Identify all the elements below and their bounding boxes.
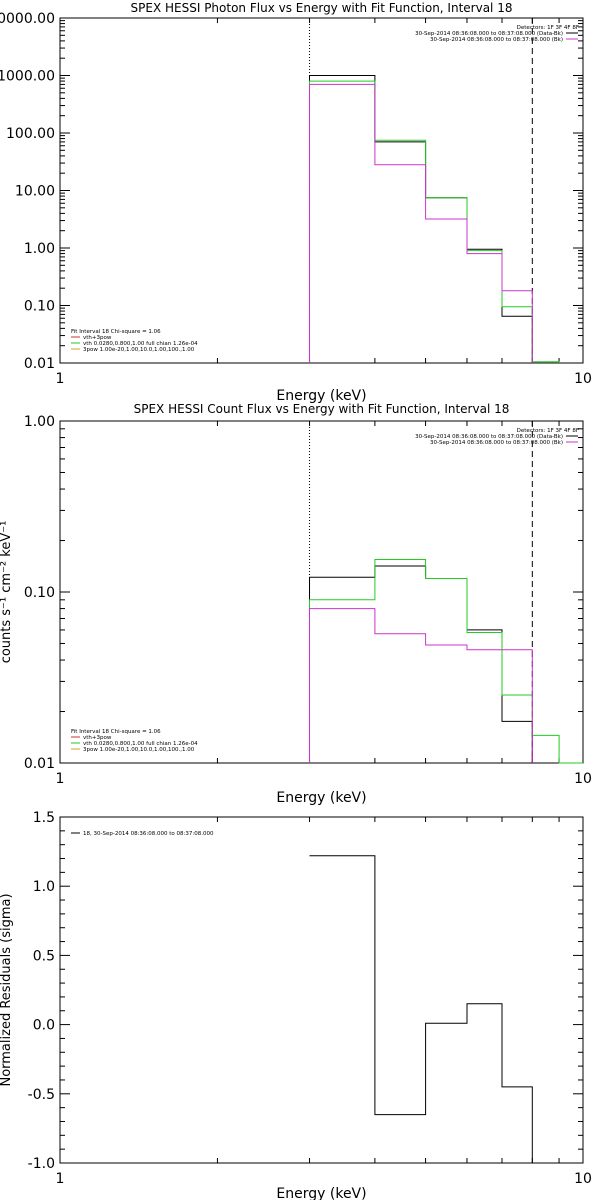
legend-entry: vth 0.0280,0.800,1.00 full chian 1.26e-0… bbox=[83, 341, 198, 347]
y-tick-label: 1.0 bbox=[33, 879, 55, 895]
legend-header: Fit Interval 18 Chi-square = 1.06 bbox=[71, 329, 161, 335]
y-tick-label: -1.0 bbox=[28, 1156, 55, 1172]
legend-entry: vth 0.0280,0.800,1.00 full chian 1.26e-0… bbox=[83, 741, 198, 747]
series-1-step-line bbox=[309, 75, 533, 363]
y-tick-label: 10.00 bbox=[15, 184, 55, 200]
series-3-step-line bbox=[309, 608, 533, 763]
y-tick-label: 0.10 bbox=[24, 299, 55, 315]
legend-entry: 30-Sep-2014 08:36:08.000 to 08:37:08.000… bbox=[430, 440, 563, 446]
legend-entry: 3pow 1.00e-20,1.00,10.0,1.00,100.,1.00 bbox=[83, 347, 195, 353]
legend-entry: 3pow 1.00e-20,1.00,10.0,1.00,100.,1.00 bbox=[83, 747, 195, 753]
x-tick-label: 10 bbox=[574, 1171, 592, 1187]
legend-entry: 30-Sep-2014 08:36:08.000 to 08:37:08.000… bbox=[415, 31, 563, 37]
legend-top-left: 18, 30-Sep-2014 08:36:08.000 to 08:37:08… bbox=[71, 831, 214, 837]
legend-header: Fit Interval 18 Chi-square = 1.06 bbox=[71, 729, 161, 735]
y-axis-label: counts s⁻¹ cm⁻² keV⁻¹ bbox=[0, 521, 14, 664]
y-tick-label: 100.00 bbox=[6, 126, 55, 142]
y-tick-label: 0.5 bbox=[33, 948, 55, 964]
legend-entry: 18, 30-Sep-2014 08:36:08.000 to 08:37:08… bbox=[83, 831, 214, 837]
legend-entry: vth+3pow bbox=[83, 335, 112, 341]
legend-entry: 30-Sep-2014 08:36:08.000 to 08:37:08.000… bbox=[430, 37, 563, 43]
plot-frame bbox=[59, 816, 584, 1164]
plot-frame bbox=[59, 17, 584, 364]
series-3-step-line bbox=[309, 83, 533, 363]
series-1-step-line bbox=[309, 565, 533, 763]
plot-frame bbox=[59, 420, 584, 764]
y-tick-label: 0.01 bbox=[24, 756, 55, 772]
legend-bottom-left: Fit Interval 18 Chi-square = 1.06vth+3po… bbox=[71, 729, 198, 753]
legend-header: Detectors: 1F 3F 4F 8F bbox=[517, 428, 579, 434]
y-tick-label: 0.10 bbox=[24, 585, 55, 601]
x-tick-label: 1 bbox=[56, 1171, 65, 1187]
y-tick-label: 1.5 bbox=[33, 810, 55, 826]
legend-entry: 30-Sep-2014 08:36:08.000 to 08:37:08.000… bbox=[415, 434, 563, 440]
y-tick-label: 1.00 bbox=[24, 241, 55, 257]
chart-title: SPEX HESSI Count Flux vs Energy with Fit… bbox=[134, 402, 510, 416]
y-tick-label: 10000.00 bbox=[0, 11, 55, 27]
y-tick-label: 1000.00 bbox=[0, 69, 55, 85]
chart-2: SPEX HESSI Count Flux vs Energy with Fit… bbox=[0, 402, 592, 806]
series-2-step-line bbox=[309, 559, 583, 764]
y-axis-label: Normalized Residuals (sigma) bbox=[0, 893, 14, 1086]
chart-title: SPEX HESSI Photon Flux vs Energy with Fi… bbox=[131, 1, 513, 15]
y-tick-label: 0.01 bbox=[24, 356, 55, 372]
x-tick-label: 10 bbox=[574, 771, 592, 787]
x-tick-label: 1 bbox=[56, 371, 65, 387]
legend-bottom-left: Fit Interval 18 Chi-square = 1.06vth+3po… bbox=[71, 329, 198, 353]
y-tick-label: -0.5 bbox=[28, 1087, 55, 1103]
x-axis-label: Energy (keV) bbox=[276, 790, 366, 806]
series-1-step-line bbox=[309, 855, 533, 1163]
x-axis-label: Energy (keV) bbox=[276, 1186, 366, 1200]
chart-3: Energy (keV) Normalized Residuals (sigma)… bbox=[0, 810, 592, 1200]
x-tick-label: 1 bbox=[56, 771, 65, 787]
chart-1: SPEX HESSI Photon Flux vs Energy with Fi… bbox=[0, 1, 592, 404]
legend-header: Detectors: 1F 3F 4F 8F bbox=[517, 25, 579, 31]
legend-entry: vth+3pow bbox=[83, 735, 112, 741]
x-tick-label: 10 bbox=[574, 371, 592, 387]
x-axis-label: Energy (keV) bbox=[276, 388, 366, 404]
series-2-step-line bbox=[309, 80, 560, 363]
y-tick-label: 1.00 bbox=[24, 414, 55, 430]
y-tick-label: 0.0 bbox=[33, 1018, 55, 1034]
